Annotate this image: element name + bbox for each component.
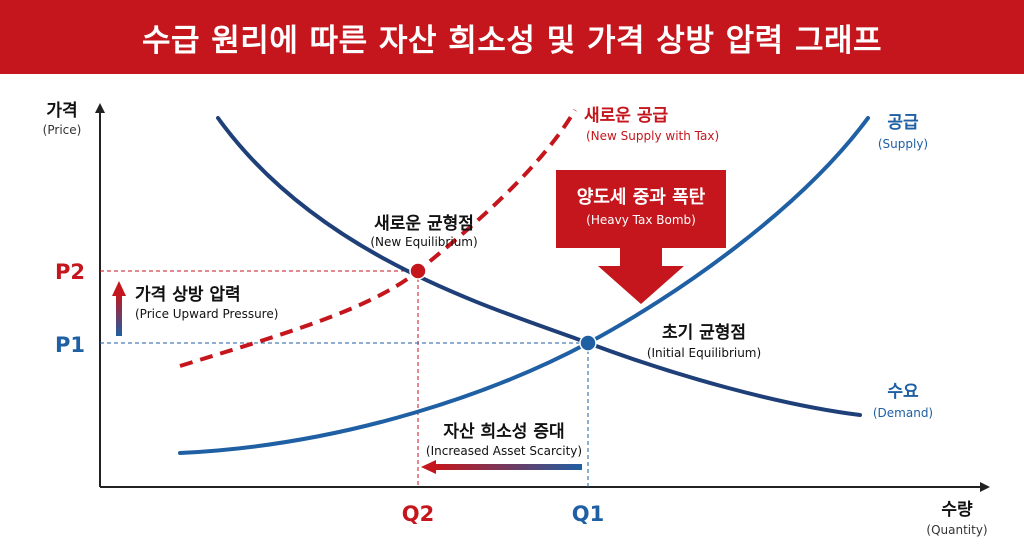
price-pressure-arrow-shaft xyxy=(116,294,122,336)
tax-bomb-arrow xyxy=(598,248,684,304)
new-supply-sublabel: (New Supply with Tax) xyxy=(586,129,719,143)
price-pressure-arrow-head xyxy=(112,281,126,296)
tax-bomb-label: 양도세 중과 폭탄 xyxy=(577,187,706,208)
tick-label-p2: P2 xyxy=(55,260,85,284)
new-equilibrium-point xyxy=(409,262,427,280)
x-axis-label: 수량 xyxy=(941,500,973,520)
new-equilibrium-sublabel: (New Equilibrium) xyxy=(370,235,477,249)
scarcity-arrow-head xyxy=(421,460,436,474)
initial-equilibrium-sublabel: (Initial Equilibrium) xyxy=(647,346,761,360)
scarcity-arrow-shaft xyxy=(435,464,582,470)
demand-label: 수요 xyxy=(887,382,919,402)
supply-sublabel: (Supply) xyxy=(878,137,928,151)
demand-sublabel: (Demand) xyxy=(873,406,933,420)
y-axis-sublabel: (Price) xyxy=(43,123,82,137)
price-pressure-sublabel: (Price Upward Pressure) xyxy=(135,307,278,321)
tick-label-q2: Q2 xyxy=(402,502,434,526)
tick-label-q1: Q1 xyxy=(572,502,604,526)
price-pressure-label: 가격 상방 압력 xyxy=(135,284,241,305)
tax-bomb-sublabel: (Heavy Tax Bomb) xyxy=(586,213,696,227)
supply-curve xyxy=(178,116,870,455)
chart-title: 수급 원리에 따른 자산 희소성 및 가격 상방 압력 그래프 xyxy=(141,22,883,59)
y-axis-label: 가격 xyxy=(46,101,77,121)
supply-label: 공급 xyxy=(887,113,919,133)
title-banner: 수급 원리에 따른 자산 희소성 및 가격 상방 압력 그래프 xyxy=(0,0,1024,74)
scarcity-label: 자산 희소성 증대 xyxy=(443,422,564,442)
initial-equilibrium-point xyxy=(579,334,597,352)
x-axis-sublabel: (Quantity) xyxy=(926,523,987,537)
demand-curve xyxy=(216,116,862,417)
tax-bomb-box xyxy=(556,170,726,248)
new-supply-label: 새로운 공급 xyxy=(584,106,668,126)
new-equilibrium-label: 새로운 균형점 xyxy=(374,213,474,234)
scarcity-sublabel: (Increased Asset Scarcity) xyxy=(426,444,582,458)
tick-label-p1: P1 xyxy=(55,333,85,357)
initial-equilibrium-label: 초기 균형점 xyxy=(662,322,746,343)
